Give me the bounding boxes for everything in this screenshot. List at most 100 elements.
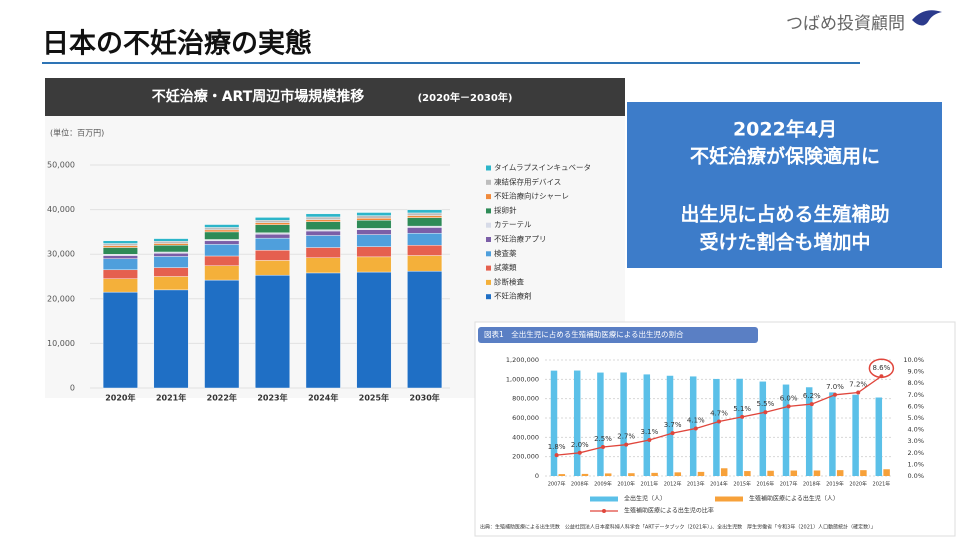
bar-segment — [102, 291, 138, 389]
y2-tick-label: 3.0% — [907, 437, 924, 445]
bar — [573, 370, 581, 476]
x-tick-label: 2020年 — [105, 393, 135, 403]
bar-segment — [153, 241, 189, 244]
bar-segment — [255, 237, 290, 251]
point — [601, 445, 605, 449]
logo: つばめ投資顧問 — [786, 14, 905, 34]
bar-segment — [356, 220, 392, 229]
chart1-header — [45, 78, 625, 116]
bar-segment — [356, 228, 392, 230]
bar-segment — [102, 247, 138, 255]
bar-segment — [255, 232, 290, 235]
bar-segment — [204, 244, 240, 257]
bar-segment — [356, 212, 392, 216]
y-tick-label: 400,000 — [512, 433, 539, 441]
data-label: 7.0% — [826, 383, 844, 391]
bar-segment — [204, 229, 240, 233]
data-label: 4.7% — [710, 409, 728, 417]
legend-swatch — [715, 496, 743, 502]
y-tick-label: 0 — [535, 472, 539, 480]
x-tick-label: 2015年 — [733, 481, 751, 488]
bar-segment — [305, 257, 341, 274]
bar-segment — [356, 246, 392, 258]
chart2-title: 図表1 全出生児に占める生殖補助医療による出生児の割合 — [484, 329, 684, 339]
bar — [597, 372, 604, 476]
bar-segment — [356, 229, 392, 235]
bar-segment — [407, 233, 443, 246]
y2-tick-label: 5.0% — [907, 414, 924, 422]
bar-segment — [204, 240, 240, 245]
chart1-unit: (単位：百万円) — [50, 128, 104, 138]
bar-segment — [407, 255, 443, 272]
legend-swatch — [486, 294, 491, 300]
legend-swatch — [590, 496, 618, 502]
x-tick-label: 2007年 — [548, 481, 566, 488]
point — [577, 450, 582, 455]
bar — [666, 375, 674, 476]
bar-segment — [102, 258, 138, 271]
legend-label: 診断検査 — [494, 276, 524, 286]
data-label: 5.1% — [733, 405, 751, 413]
y2-tick-label: 6.0% — [907, 402, 924, 410]
bar-segment — [204, 231, 240, 240]
bar-segment — [153, 253, 189, 257]
x-tick-label: 2010年 — [617, 481, 635, 488]
bar-segment — [255, 220, 290, 223]
y2-tick-label: 7.0% — [907, 391, 924, 399]
bar-segment — [153, 276, 189, 291]
bar — [620, 372, 627, 476]
bar-segment — [407, 270, 443, 389]
y2-tick-label: 0.0% — [907, 472, 924, 480]
bar-segment — [407, 227, 443, 234]
bar-segment — [102, 243, 138, 246]
bar — [628, 473, 635, 476]
y-tick-label: 1,000,000 — [506, 375, 539, 383]
bar — [829, 392, 836, 476]
point — [670, 431, 675, 436]
legend-label: 凍結保存用デバイス — [494, 176, 561, 186]
x-tick-label: 2022年 — [207, 393, 237, 403]
bar-segment — [356, 234, 392, 247]
bar-segment — [305, 235, 341, 248]
bar — [604, 473, 612, 476]
chart1-subtitle: (2020年－2030年) — [418, 91, 513, 104]
legend-label: 全出生児（人） — [624, 495, 666, 503]
legend-label: 検査薬 — [494, 248, 517, 258]
bar-segment — [407, 215, 443, 218]
bar — [852, 394, 859, 476]
bar — [813, 470, 821, 476]
data-label: 7.2% — [849, 380, 867, 388]
bar-segment — [153, 251, 189, 254]
bar-segment — [102, 253, 138, 256]
y-tick-label: 40,000 — [47, 205, 75, 214]
bar — [836, 470, 844, 476]
bar-segment — [305, 272, 341, 389]
bar-segment — [204, 265, 240, 281]
bar — [790, 470, 798, 476]
y-tick-label: 20,000 — [47, 294, 75, 303]
legend-point — [602, 509, 606, 513]
bar — [550, 370, 558, 476]
data-label: 2.5% — [594, 435, 612, 443]
point — [554, 453, 559, 458]
legend-swatch — [486, 208, 491, 214]
bar-segment — [305, 230, 341, 236]
bar-segment — [153, 256, 189, 268]
x-tick-label: 2008年 — [571, 481, 589, 488]
data-label: 4.1% — [687, 416, 705, 424]
legend-label: 不妊治療アプリ — [494, 234, 547, 244]
bar-segment — [407, 209, 443, 214]
bar-segment — [102, 255, 138, 259]
data-label: 1.8% — [548, 443, 566, 451]
bar — [805, 387, 813, 476]
callout-text: 不妊治療が保険適用に — [690, 145, 880, 168]
y-tick-label: 600,000 — [512, 414, 539, 422]
bar-segment — [204, 224, 240, 228]
legend-swatch — [486, 251, 491, 257]
bar — [643, 374, 651, 476]
x-tick-label: 2018年 — [803, 481, 821, 488]
bar — [581, 473, 589, 476]
chart1-title: 不妊治療・ART周辺市場規模推移 — [152, 88, 365, 105]
point — [786, 404, 791, 409]
